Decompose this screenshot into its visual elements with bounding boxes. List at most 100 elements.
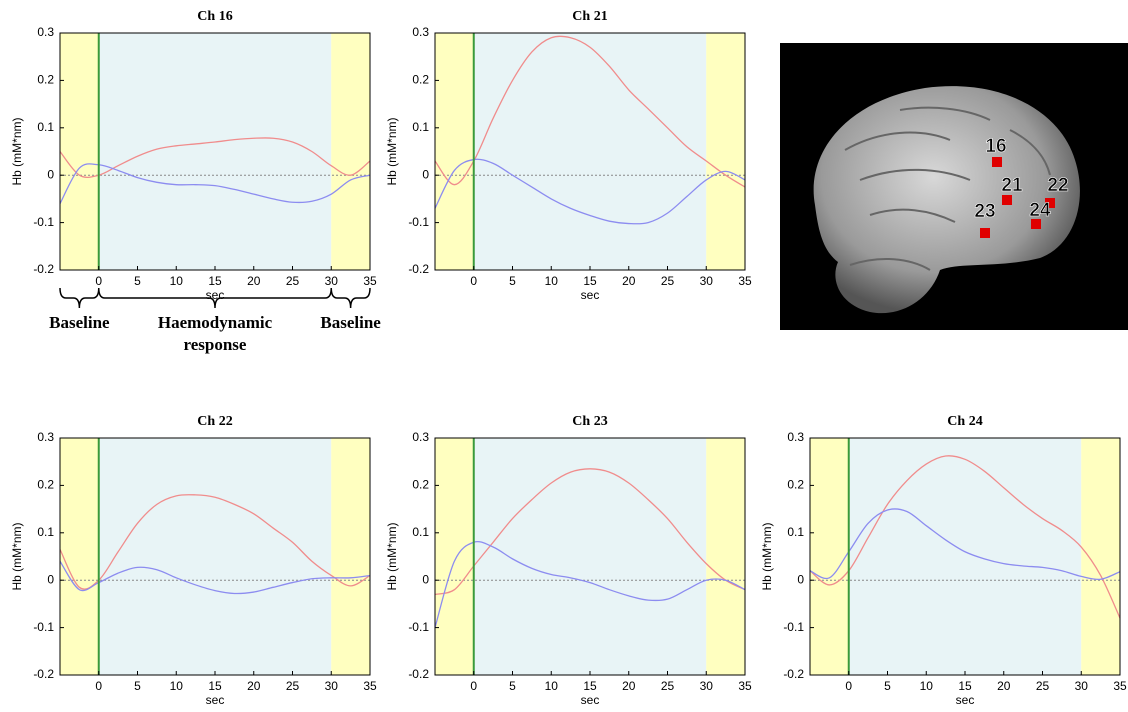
y-tick-label: -0.1 bbox=[33, 215, 54, 229]
brace bbox=[59, 287, 100, 309]
y-axis-label: Hb (mM*nm) bbox=[10, 117, 24, 185]
y-tick-label: -0.1 bbox=[33, 620, 54, 634]
y-tick-label: -0.2 bbox=[33, 667, 54, 681]
x-axis-label: sec bbox=[581, 288, 600, 302]
x-tick-label: 5 bbox=[134, 679, 141, 693]
annotation: Baseline bbox=[49, 313, 110, 332]
response-region bbox=[98, 33, 332, 270]
x-tick-label: 30 bbox=[700, 274, 714, 288]
chart-title: Ch 24 bbox=[947, 414, 982, 429]
y-tick-label: -0.1 bbox=[408, 215, 429, 229]
baseline-region bbox=[1081, 438, 1120, 675]
chart-title: Ch 16 bbox=[197, 9, 232, 24]
y-tick-label: -0.1 bbox=[783, 620, 804, 634]
y-tick-label: 0.2 bbox=[787, 478, 804, 492]
y-tick-label: 0 bbox=[422, 167, 429, 181]
x-tick-label: 20 bbox=[997, 679, 1011, 693]
x-axis-label: sec bbox=[206, 288, 225, 302]
x-tick-label: 30 bbox=[325, 679, 339, 693]
y-tick-label: 0.1 bbox=[412, 120, 429, 134]
chart-title: Ch 22 bbox=[197, 414, 232, 429]
y-tick-label: 0.3 bbox=[412, 25, 429, 39]
y-tick-label: 0.2 bbox=[37, 73, 54, 87]
channel-label: 21 bbox=[1001, 175, 1023, 196]
data-line bbox=[59, 163, 371, 204]
x-tick-label: 10 bbox=[170, 679, 184, 693]
brain-image bbox=[813, 86, 1080, 314]
x-tick-label: 0 bbox=[470, 274, 477, 288]
y-axis-label: Hb (mM*nm) bbox=[385, 117, 399, 185]
chart-panel: -0.2 -0.1 0 0.1 0.2 0.3 0 5 10 15 20 25 30 35 sec Hb (m… bbox=[385, 414, 752, 707]
data-line bbox=[809, 455, 1121, 619]
x-tick-label: 30 bbox=[1075, 679, 1089, 693]
response-region bbox=[473, 33, 707, 270]
y-tick-label: 0.2 bbox=[412, 478, 429, 492]
y-tick-label: 0.2 bbox=[37, 478, 54, 492]
y-tick-label: 0.3 bbox=[37, 430, 54, 444]
x-tick-label: 20 bbox=[622, 274, 636, 288]
baseline-region bbox=[435, 33, 474, 270]
response-region bbox=[98, 438, 332, 675]
channel-label: 24 bbox=[1029, 200, 1051, 221]
y-tick-label: 0.2 bbox=[412, 73, 429, 87]
annotation-box: Haemodynamic response bbox=[158, 313, 272, 354]
baseline-region bbox=[810, 438, 849, 675]
y-tick-label: 0.3 bbox=[412, 430, 429, 444]
chart-panel: -0.2 -0.1 0 0.1 0.2 0.3 0 5 10 15 20 25 30 35 sec Hb (m… bbox=[760, 414, 1127, 707]
channel-label: 22 bbox=[1047, 175, 1068, 196]
chart-title: Ch 21 bbox=[572, 9, 607, 24]
x-tick-label: 10 bbox=[920, 679, 934, 693]
baseline-region bbox=[60, 33, 99, 270]
baseline-region bbox=[706, 33, 745, 270]
x-tick-label: 0 bbox=[845, 679, 852, 693]
x-tick-label: 5 bbox=[509, 679, 516, 693]
brace bbox=[98, 287, 332, 309]
y-tick-label: 0.1 bbox=[37, 525, 54, 539]
x-axis-label: sec bbox=[206, 693, 225, 707]
x-tick-label: 15 bbox=[958, 679, 972, 693]
y-tick-label: 0.1 bbox=[37, 120, 54, 134]
baseline-region bbox=[435, 438, 474, 675]
x-axis-label: sec bbox=[581, 693, 600, 707]
x-tick-label: 30 bbox=[700, 679, 714, 693]
y-axis-label: Hb (mM*nm) bbox=[10, 522, 24, 590]
channel-label: 23 bbox=[974, 201, 995, 222]
baseline-region bbox=[331, 33, 370, 270]
x-tick-label: 15 bbox=[583, 274, 597, 288]
response-region bbox=[848, 438, 1082, 675]
x-tick-label: 25 bbox=[286, 679, 300, 693]
data-line bbox=[59, 494, 371, 590]
brain-panel: 16 21 22 23 24 bbox=[780, 43, 1128, 330]
x-tick-label: 0 bbox=[470, 679, 477, 693]
x-tick-label: 35 bbox=[363, 274, 377, 288]
x-tick-label: 35 bbox=[363, 679, 377, 693]
x-tick-label: 5 bbox=[509, 274, 516, 288]
y-tick-label: -0.2 bbox=[783, 667, 804, 681]
y-tick-label: 0 bbox=[422, 572, 429, 586]
channel-marker bbox=[1045, 198, 1055, 208]
y-tick-label: -0.1 bbox=[408, 620, 429, 634]
y-tick-label: 0 bbox=[47, 572, 54, 586]
x-tick-label: 20 bbox=[622, 679, 636, 693]
x-tick-label: 0 bbox=[95, 274, 102, 288]
data-line bbox=[809, 508, 1121, 581]
channel-marker bbox=[1002, 195, 1012, 205]
y-tick-label: 0 bbox=[797, 572, 804, 586]
brain-folds bbox=[844, 106, 1051, 271]
chart-title: Ch 23 bbox=[572, 414, 607, 429]
data-line bbox=[59, 560, 371, 595]
chart-panel: -0.2 -0.1 0 0.1 0.2 0.3 0 5 10 15 20 25 30 35 sec Hb (m… bbox=[10, 9, 381, 354]
x-tick-label: 15 bbox=[208, 679, 222, 693]
x-tick-label: 25 bbox=[661, 274, 675, 288]
y-tick-label: -0.2 bbox=[408, 262, 429, 276]
x-tick-label: 10 bbox=[170, 274, 184, 288]
x-tick-label: 25 bbox=[286, 274, 300, 288]
chart-panel: -0.2 -0.1 0 0.1 0.2 0.3 0 5 10 15 20 25 30 35 sec Hb (m… bbox=[10, 414, 377, 707]
response-region bbox=[473, 438, 707, 675]
x-tick-label: 5 bbox=[134, 274, 141, 288]
x-tick-label: 10 bbox=[545, 274, 559, 288]
x-tick-label: 20 bbox=[247, 274, 261, 288]
x-tick-label: 35 bbox=[738, 679, 752, 693]
annotation-box: Baseline bbox=[49, 313, 110, 332]
